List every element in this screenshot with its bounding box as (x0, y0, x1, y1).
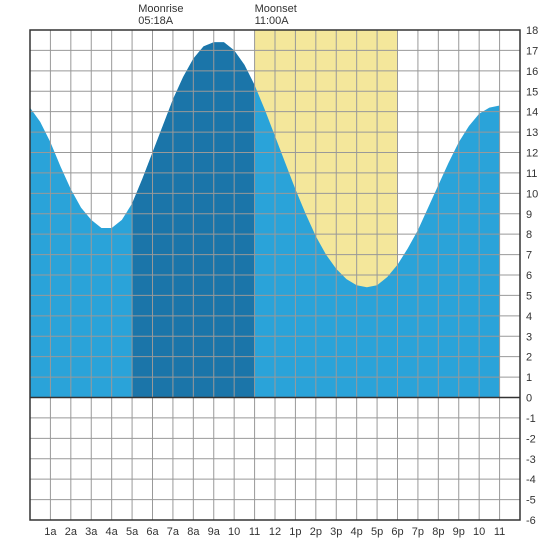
x-tick-label: 7p (412, 526, 424, 538)
y-tick-label: 14 (526, 107, 538, 119)
x-tick-label: 4a (106, 526, 119, 538)
y-tick-label: 9 (526, 209, 532, 221)
y-tick-label: -6 (526, 515, 536, 527)
y-tick-label: -1 (526, 413, 536, 425)
y-tick-label: 12 (526, 148, 538, 160)
x-tick-label: 3p (330, 526, 342, 538)
x-tick-label: 7a (167, 526, 180, 538)
y-tick-label: 18 (526, 25, 538, 37)
y-tick-label: 16 (526, 66, 538, 78)
x-tick-label: 10 (228, 526, 240, 538)
x-tick-label: 10 (473, 526, 485, 538)
y-tick-label: 1 (526, 372, 532, 384)
x-tick-label: 5a (126, 526, 139, 538)
x-tick-label: 9a (208, 526, 221, 538)
y-tick-label: -3 (526, 454, 536, 466)
moon-event-time: 05:18A (138, 15, 174, 27)
x-tick-label: 9p (453, 526, 465, 538)
x-tick-label: 1a (44, 526, 57, 538)
y-tick-label: 4 (526, 311, 532, 323)
x-tick-label: 2a (65, 526, 78, 538)
y-tick-label: 11 (526, 168, 537, 180)
y-tick-label: -4 (526, 474, 536, 486)
x-tick-label: 11 (249, 526, 260, 538)
y-tick-label: 17 (526, 45, 538, 57)
x-tick-label: 3a (85, 526, 98, 538)
y-tick-label: 8 (526, 229, 532, 241)
y-tick-label: 2 (526, 352, 532, 364)
x-tick-label: 6a (146, 526, 159, 538)
y-tick-label: 10 (526, 188, 538, 200)
tide-chart: -6-5-4-3-2-10123456789101112131415161718… (0, 0, 550, 550)
y-tick-label: -2 (526, 433, 536, 445)
x-tick-label: 8a (187, 526, 200, 538)
x-tick-label: 4p (351, 526, 363, 538)
x-tick-label: 6p (391, 526, 403, 538)
x-tick-label: 2p (310, 526, 322, 538)
y-tick-label: 0 (526, 393, 532, 405)
x-tick-label: 8p (432, 526, 444, 538)
y-tick-label: 7 (526, 250, 532, 262)
moon-event-label: Moonset (255, 3, 297, 15)
y-tick-label: 15 (526, 86, 538, 98)
y-tick-label: 6 (526, 270, 532, 282)
y-tick-label: 3 (526, 331, 532, 343)
x-tick-label: 5p (371, 526, 383, 538)
x-tick-label: 11 (494, 526, 505, 538)
y-tick-label: 13 (526, 127, 538, 139)
moon-event-label: Moonrise (138, 3, 183, 15)
moon-event-time: 11:00A (255, 15, 290, 27)
y-tick-label: 5 (526, 290, 532, 302)
y-tick-label: -5 (526, 495, 536, 507)
x-tick-label: 1p (289, 526, 301, 538)
x-tick-label: 12 (269, 526, 281, 538)
chart-svg: -6-5-4-3-2-10123456789101112131415161718… (0, 0, 550, 550)
